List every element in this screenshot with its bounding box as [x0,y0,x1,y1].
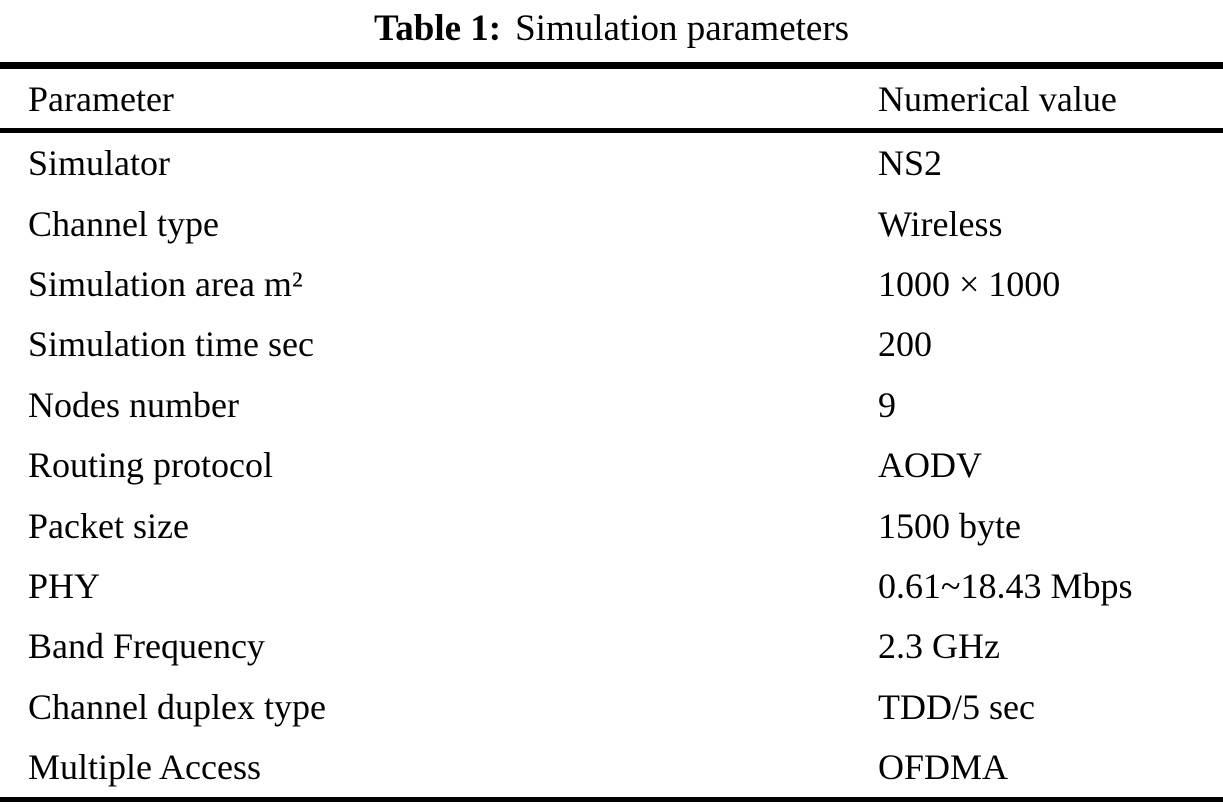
table-row: PHY 0.61~18.43 Mbps [0,556,1223,616]
value-cell: OFDMA [878,747,1009,788]
parameter-cell: Simulator [28,143,170,184]
header-parameter: Parameter [28,78,174,119]
table-row: Routing protocol AODV [0,435,1223,495]
value-cell: AODV [878,445,982,486]
table-row: Multiple Access OFDMA [0,737,1223,797]
table-body: Simulator NS2 Channel type Wireless Simu… [0,133,1223,797]
value-cell: 2.3 GHz [878,626,1000,667]
value-cell: Wireless [878,203,1003,244]
value-cell: 0.61~18.43 Mbps [878,565,1133,606]
table-row: Simulator NS2 [0,133,1223,193]
table-top-rule [0,62,1223,69]
parameter-cell: Band Frequency [28,626,265,667]
table-caption-label: Table 1: [373,8,502,49]
parameter-cell: Multiple Access [28,747,261,788]
parameter-cell: Nodes number [28,384,239,425]
value-cell: 9 [878,384,896,425]
table-bottom-rule [0,797,1223,803]
value-cell: 1500 byte [878,505,1021,546]
value-cell: TDD/5 sec [878,686,1035,727]
header-numerical-value: Numerical value [878,78,1117,119]
table-caption: Table 1: Simulation parameters [0,0,1223,53]
parameter-cell: PHY [28,565,101,606]
table-row: Packet size 1500 byte [0,495,1223,555]
table-row: Simulation area m² 1000 × 1000 [0,254,1223,314]
table-header-rule [0,128,1223,133]
value-cell: NS2 [878,143,943,184]
value-cell: 1000 × 1000 [878,263,1061,304]
parameter-cell: Simulation area m² [28,263,303,304]
table-caption-title: Simulation parameters [515,8,850,49]
parameter-cell: Channel type [28,203,219,244]
table-row: Channel type Wireless [0,193,1223,253]
table-row: Band Frequency 2.3 GHz [0,616,1223,676]
parameter-cell: Channel duplex type [28,686,326,727]
value-cell: 200 [878,324,932,365]
table-row: Simulation time sec 200 [0,314,1223,374]
table-row: Nodes number 9 [0,375,1223,435]
table-header-row: Parameter Numerical value [0,69,1223,128]
parameter-cell: Simulation time sec [28,324,314,365]
parameter-cell: Packet size [28,505,189,546]
simulation-parameters-table: Parameter Numerical value Simulator NS2 … [0,62,1223,803]
table-row: Channel duplex type TDD/5 sec [0,677,1223,737]
parameter-cell: Routing protocol [28,445,273,486]
